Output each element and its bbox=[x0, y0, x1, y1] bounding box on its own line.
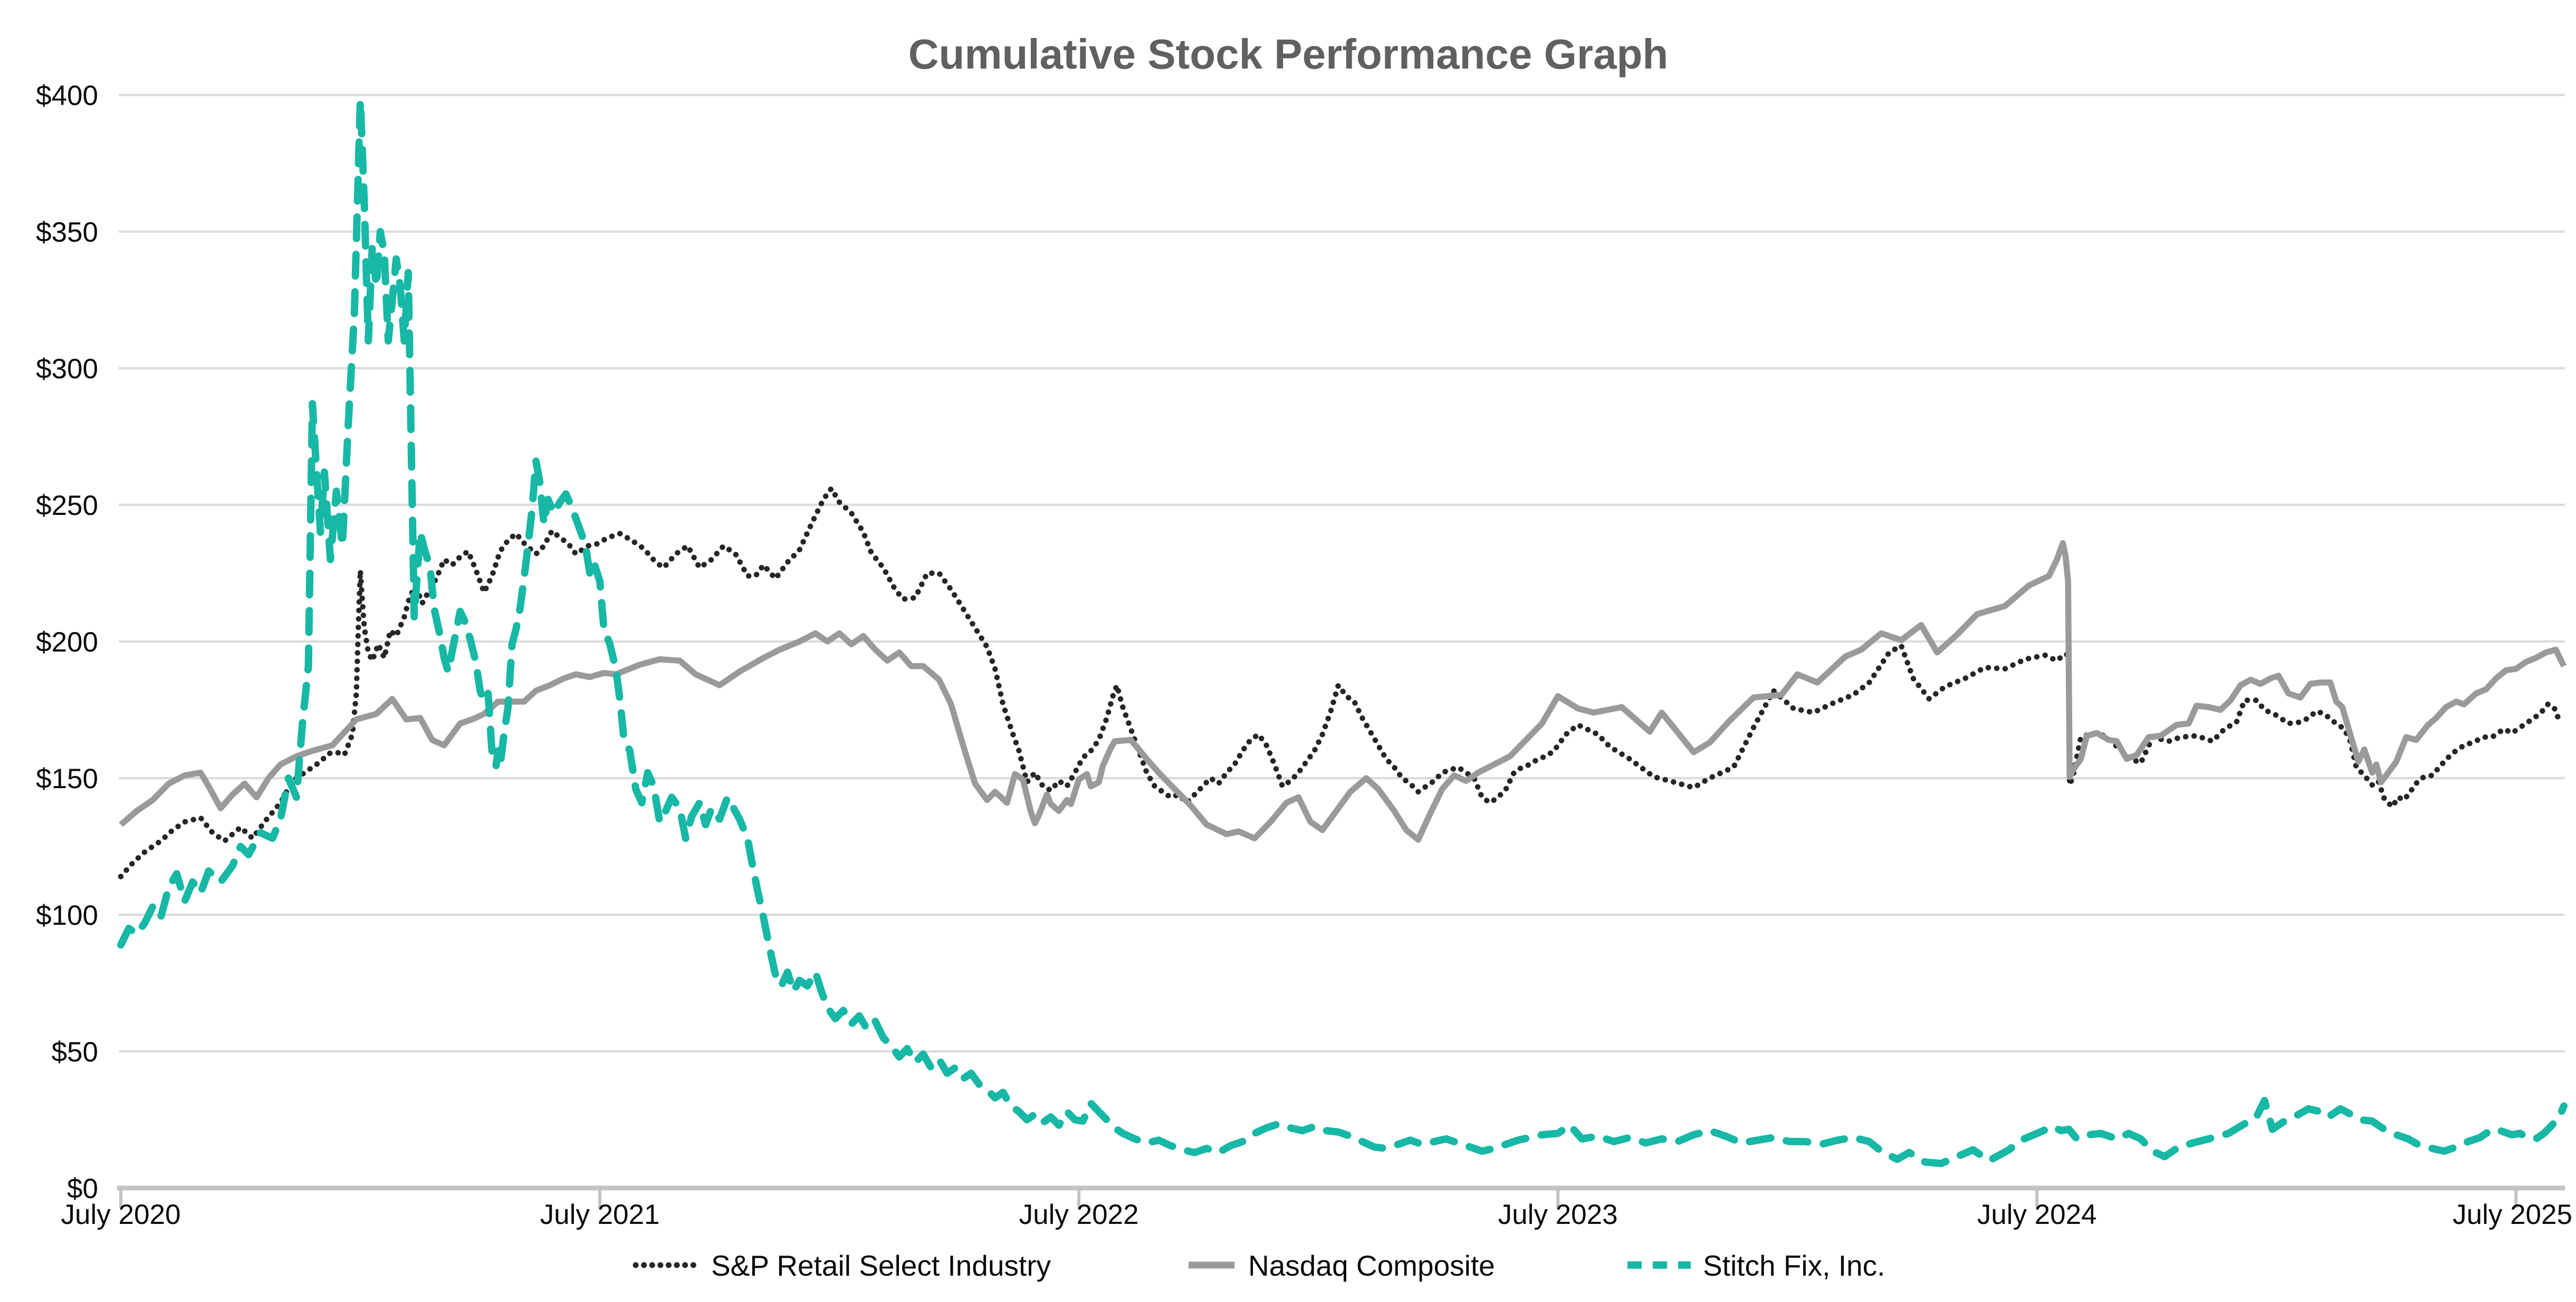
x-tick-label-1: July 2021 bbox=[540, 1199, 660, 1230]
y-tick-label-150: $150 bbox=[36, 763, 98, 794]
x-axis-group: July 2020 July 2021 July 2022 July 2023 July… bbox=[61, 1185, 2572, 1230]
series-line-stitch-fix bbox=[117, 97, 2568, 1167]
legend-label-sp-retail: S&P Retail Select Industry bbox=[711, 1249, 1051, 1282]
gridlines-group bbox=[119, 93, 2565, 1053]
y-tick-label-250: $250 bbox=[36, 490, 98, 521]
x-tick-label-2: July 2022 bbox=[1019, 1199, 1139, 1230]
legend-label-nasdaq: Nasdaq Composite bbox=[1248, 1249, 1495, 1282]
y-tick-label-100: $100 bbox=[36, 900, 98, 931]
x-tick-label-0: July 2020 bbox=[61, 1199, 181, 1230]
x-tick-label-3: July 2023 bbox=[1498, 1199, 1618, 1230]
y-tick-label-400: $400 bbox=[36, 80, 98, 111]
x-tick-label-4: July 2024 bbox=[1977, 1199, 2097, 1230]
legend-label-stitch-fix: Stitch Fix, Inc. bbox=[1703, 1249, 1885, 1282]
x-tick-label-5: July 2025 bbox=[2453, 1199, 2572, 1230]
chart-title: Cumulative Stock Performance Graph bbox=[908, 31, 1668, 78]
series-line-nasdaq-composite bbox=[119, 540, 2567, 843]
y-tick-label-300: $300 bbox=[36, 353, 98, 385]
series-line-sp-retail-select-industry bbox=[118, 485, 2563, 879]
y-tick-label-350: $350 bbox=[36, 217, 98, 248]
y-tick-label-200: $200 bbox=[36, 627, 98, 658]
y-tick-label-50: $50 bbox=[52, 1037, 98, 1068]
y-axis-labels-group: $0 $50 $100 $150 $200 $250 $300 $350 $400 bbox=[36, 80, 98, 1204]
y-tick-label-0: $0 bbox=[67, 1173, 98, 1204]
series-lines-group bbox=[117, 97, 2568, 1167]
legend: S&P Retail Select Industry Nasdaq Compos… bbox=[633, 1249, 1885, 1282]
